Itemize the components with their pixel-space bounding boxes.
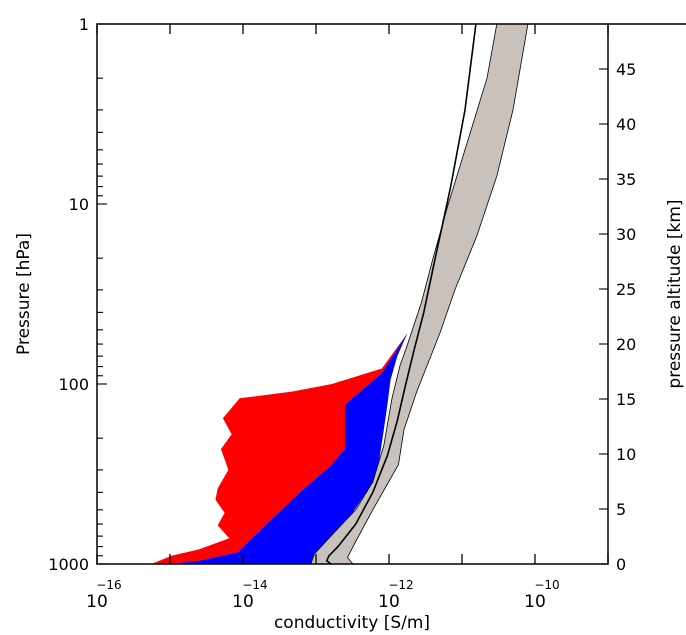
x-tick-label-base: 10: [86, 592, 108, 612]
y-tick-label: 1000: [48, 555, 89, 574]
plot-frame: [96, 23, 609, 565]
y2-tick-label: 35: [616, 170, 636, 189]
y2-tick-label: 30: [616, 225, 636, 244]
median-line-layer: [325, 24, 477, 564]
y2-tick-label: 15: [616, 390, 636, 409]
x-tick-label-base: 10: [524, 592, 546, 612]
x-tick-label-exponent: −14: [242, 578, 267, 592]
x-tick-label-exponent: −16: [96, 578, 121, 592]
series-layer: [151, 24, 529, 564]
y-tick-label: 10: [69, 195, 89, 214]
y-tick-label: 100: [58, 375, 89, 394]
series-red-area: [151, 332, 408, 564]
y2-tick-label: 5: [616, 500, 626, 519]
tick-labels-layer: 051015202530354045110100100010−1610−1410…: [48, 15, 636, 612]
series-blue-area: [170, 332, 408, 564]
x-tick-label-base: 10: [378, 592, 400, 612]
y2-axis-title: pressure altitude [km]: [665, 199, 685, 388]
y2-tick-label: 40: [616, 115, 636, 134]
y2-tick-label: 10: [616, 445, 636, 464]
x-tick-label-base: 10: [232, 592, 254, 612]
x-axis-title: conductivity [S/m]: [274, 613, 430, 633]
median-line: [325, 24, 477, 564]
y2-tick-label: 0: [616, 555, 626, 574]
y2-tick-label: 25: [616, 280, 636, 299]
x-tick-label-exponent: −10: [534, 578, 559, 592]
y2-tick-label: 45: [616, 60, 636, 79]
series-gray_band-area: [310, 24, 529, 564]
x-tick-label-exponent: −12: [388, 578, 413, 592]
y2-tick-label: 20: [616, 335, 636, 354]
y-tick-label: 1: [79, 15, 89, 34]
ticks-layer: [96, 23, 609, 565]
y-axis-title: Pressure [hPa]: [14, 233, 34, 355]
